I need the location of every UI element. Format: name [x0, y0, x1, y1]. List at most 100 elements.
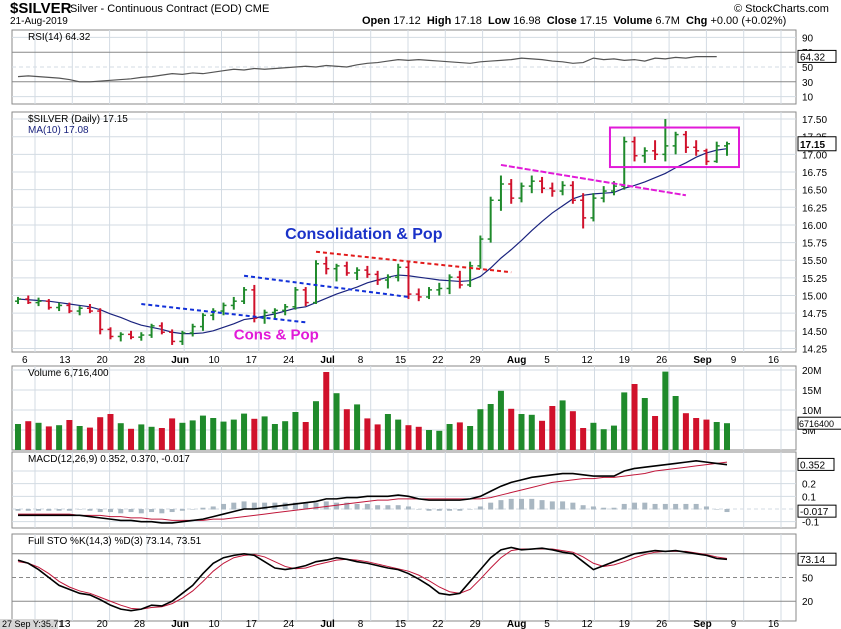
description-label: Silver - Continuous Contract (EOD) CME — [70, 3, 270, 15]
price-tick-label: 15.75 — [802, 239, 827, 250]
rsi-tick-label: 90 — [802, 33, 814, 44]
price-tick-label: 16.50 — [802, 186, 827, 197]
annotation-consolidation: Consolidation & Pop — [285, 226, 443, 243]
volume-bar — [415, 426, 422, 450]
footer-box — [0, 619, 58, 629]
price-title: $SILVER (Daily) 17.15 — [28, 114, 128, 125]
x-tick-label: 24 — [283, 355, 295, 366]
date-label: 21-Aug-2019 — [10, 16, 68, 27]
ma-label: MA(10) 17.08 — [28, 125, 89, 136]
bottom-x-tick-label: 9 — [731, 619, 737, 629]
ohlc-bar — [292, 287, 299, 310]
macd-histogram-bar — [364, 503, 370, 510]
volume-bar — [179, 422, 186, 450]
macd-histogram-bar — [375, 505, 381, 510]
price-tick-label: 16.25 — [802, 203, 827, 214]
magenta-trendline — [500, 163, 687, 197]
ohlc-bar — [539, 176, 546, 194]
bottom-x-tick-label: Jun — [171, 619, 189, 629]
ohlc-bar — [230, 296, 237, 310]
ohlc-bar — [107, 327, 114, 340]
ohlc-bar — [210, 308, 217, 321]
ohlc-bar — [333, 263, 340, 282]
ohlc-bar — [487, 196, 494, 243]
ohlc-bar — [652, 140, 659, 160]
sto-d-line — [17, 548, 728, 610]
volume-bar — [189, 420, 196, 450]
price-tick-label: 17.00 — [802, 150, 827, 161]
ohlc-bar — [497, 175, 504, 211]
volume-bar — [487, 404, 494, 450]
volume-bar — [631, 384, 638, 450]
ohlc-bar — [549, 182, 556, 197]
macd-histogram-bar — [457, 509, 463, 511]
macd-histogram-bar — [508, 498, 514, 510]
volume-bar — [590, 422, 597, 450]
volume-bar — [569, 411, 576, 450]
macd-histogram-bar — [354, 503, 360, 510]
bottom-x-tick-label: 10 — [209, 619, 221, 629]
macd-signal-line — [18, 461, 728, 521]
macd-histogram-bar — [662, 503, 668, 510]
macd-histogram-bar — [560, 501, 566, 510]
sto-last-value-box — [797, 552, 837, 566]
macd-histogram-bar — [25, 509, 31, 511]
volume-bar — [446, 424, 453, 450]
macd-histogram-bar — [416, 509, 422, 510]
macd-histogram-bar — [46, 509, 52, 511]
macd-histogram-bar — [87, 509, 93, 511]
ohlc-bar — [66, 302, 73, 314]
bottom-x-tick-label: 24 — [283, 619, 295, 629]
ohlc-bar — [302, 287, 309, 307]
ohlc-bar — [86, 304, 93, 314]
volume-bar — [251, 418, 258, 450]
ohlc-bar — [621, 136, 628, 190]
symbol-label: $SILVER — [10, 0, 72, 17]
vol-last-value: 6716400 — [799, 419, 834, 429]
volume-bar — [117, 423, 124, 450]
price-tick-label: 15.25 — [802, 274, 827, 285]
volume-bar — [15, 424, 21, 450]
volume-bar — [107, 414, 114, 450]
volume-bar — [497, 390, 504, 450]
annotation-cons-pop: Cons & Pop — [234, 326, 319, 343]
ohlc-bar — [374, 270, 381, 285]
volume-bar — [682, 413, 689, 450]
ohlc-bar — [559, 181, 566, 196]
macd-histogram-bar — [323, 501, 329, 510]
volume-bar — [86, 427, 93, 450]
macd-histogram-bar — [683, 503, 689, 510]
price-tick-label: 15.00 — [802, 292, 827, 303]
macd-histogram-bar — [590, 506, 596, 510]
volume-bar — [672, 396, 679, 450]
bottom-x-tick-label: Jul — [320, 619, 335, 629]
macd-histogram-bar — [632, 502, 638, 510]
volume-bar — [343, 409, 350, 450]
ohlc-bar — [518, 182, 525, 203]
macd-histogram-bar — [282, 502, 288, 510]
bottom-x-tick-label: 17 — [246, 619, 258, 629]
macd-histogram-bar — [703, 506, 709, 510]
vol-tick-label: 15M — [802, 386, 821, 397]
price-last-value-box — [797, 136, 837, 152]
volume-bar — [230, 419, 237, 450]
macd-histogram-bar — [231, 502, 237, 510]
volume-bar — [641, 398, 648, 450]
macd-histogram-bar — [179, 509, 185, 511]
volume-bar — [323, 372, 330, 450]
x-tick-label: 20 — [97, 355, 109, 366]
volume-bar — [374, 424, 381, 450]
volume-bar — [724, 423, 730, 450]
ohlc-bar — [672, 131, 679, 155]
bottom-x-tick-label: Sep — [693, 619, 711, 629]
macd-histogram-bar — [138, 509, 144, 514]
volume-bar — [364, 418, 371, 450]
bottom-x-tick-label: 20 — [97, 619, 109, 629]
macd-histogram-bar — [107, 509, 113, 513]
volume-bar — [539, 420, 546, 450]
macd-histogram-bar — [426, 509, 432, 511]
x-tick-label: Sep — [693, 355, 711, 366]
bottom-x-tick-label: 13 — [59, 619, 71, 629]
bottom-x-tick-label: 28 — [134, 619, 146, 629]
macd-last-value: 0.352 — [800, 460, 825, 471]
